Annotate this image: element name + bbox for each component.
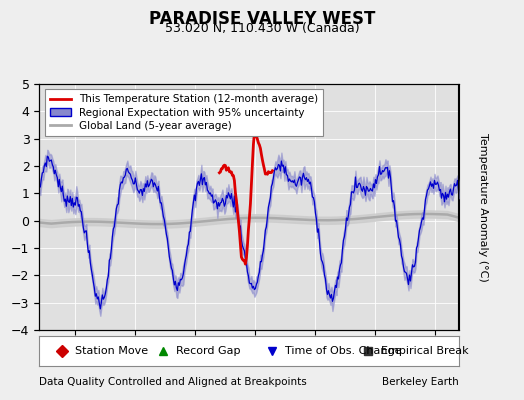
Text: 53.020 N, 110.430 W (Canada): 53.020 N, 110.430 W (Canada) [165,22,359,35]
Text: Berkeley Earth: Berkeley Earth [382,377,458,387]
Legend: This Temperature Station (12-month average), Regional Expectation with 95% uncer: This Temperature Station (12-month avera… [45,89,323,136]
Text: PARADISE VALLEY WEST: PARADISE VALLEY WEST [149,10,375,28]
Text: Record Gap: Record Gap [176,346,240,356]
Text: Station Move: Station Move [75,346,148,356]
Y-axis label: Temperature Anomaly (°C): Temperature Anomaly (°C) [478,133,488,281]
Text: Time of Obs. Change: Time of Obs. Change [285,346,401,356]
Text: Empirical Break: Empirical Break [381,346,468,356]
Text: Data Quality Controlled and Aligned at Breakpoints: Data Quality Controlled and Aligned at B… [39,377,307,387]
